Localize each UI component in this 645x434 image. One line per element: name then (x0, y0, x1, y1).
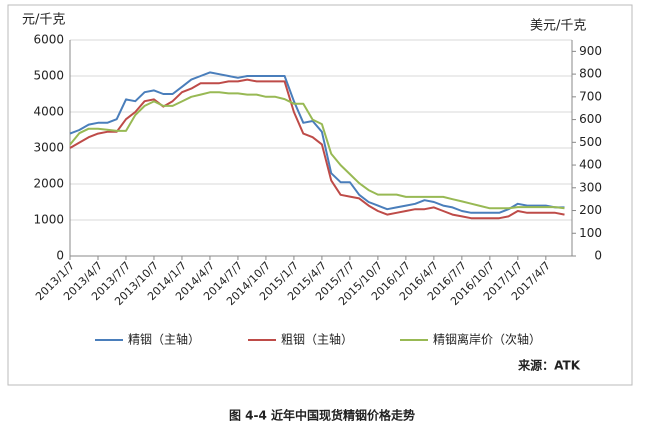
y-tick-label: 5000 (33, 69, 64, 83)
y-tick-label: 2000 (33, 177, 64, 191)
y-tick-label: 0 (56, 249, 64, 263)
series-line (69, 78, 565, 220)
y-axis-label: 元/千克 (22, 13, 65, 28)
legend-label: 粗铟（主轴） (281, 332, 353, 347)
source: 来源：ATK (517, 358, 581, 373)
series-line (69, 91, 565, 210)
y2-tick-label: 0 (594, 249, 602, 263)
y-tick-label: 3000 (33, 141, 64, 155)
y2-tick-label: 100 (579, 226, 602, 240)
y2-tick-label: 300 (579, 180, 602, 194)
y-tick-label: 6000 (33, 33, 64, 47)
caption: 图 4-4 近年中国现货精铟价格走势 (229, 408, 415, 423)
legend-label: 精铟（主轴） (128, 332, 200, 347)
y2-tick-label: 600 (579, 112, 602, 126)
y-tick-label: 4000 (33, 105, 64, 119)
y2-tick-label: 200 (579, 203, 602, 217)
y2-tick-label: 800 (579, 67, 602, 81)
legend-label: 精铟离岸价（次轴） (433, 332, 541, 347)
y2-tick-label: 700 (579, 89, 602, 103)
y-tick-label: 1000 (33, 213, 64, 227)
series-line (69, 71, 565, 214)
y2-axis-label: 美元/千克 (530, 19, 586, 34)
chart-frame (7, 4, 633, 386)
y2-tick-label: 900 (579, 44, 602, 58)
y2-tick-label: 400 (579, 158, 602, 172)
y2-tick-label: 500 (579, 135, 602, 149)
